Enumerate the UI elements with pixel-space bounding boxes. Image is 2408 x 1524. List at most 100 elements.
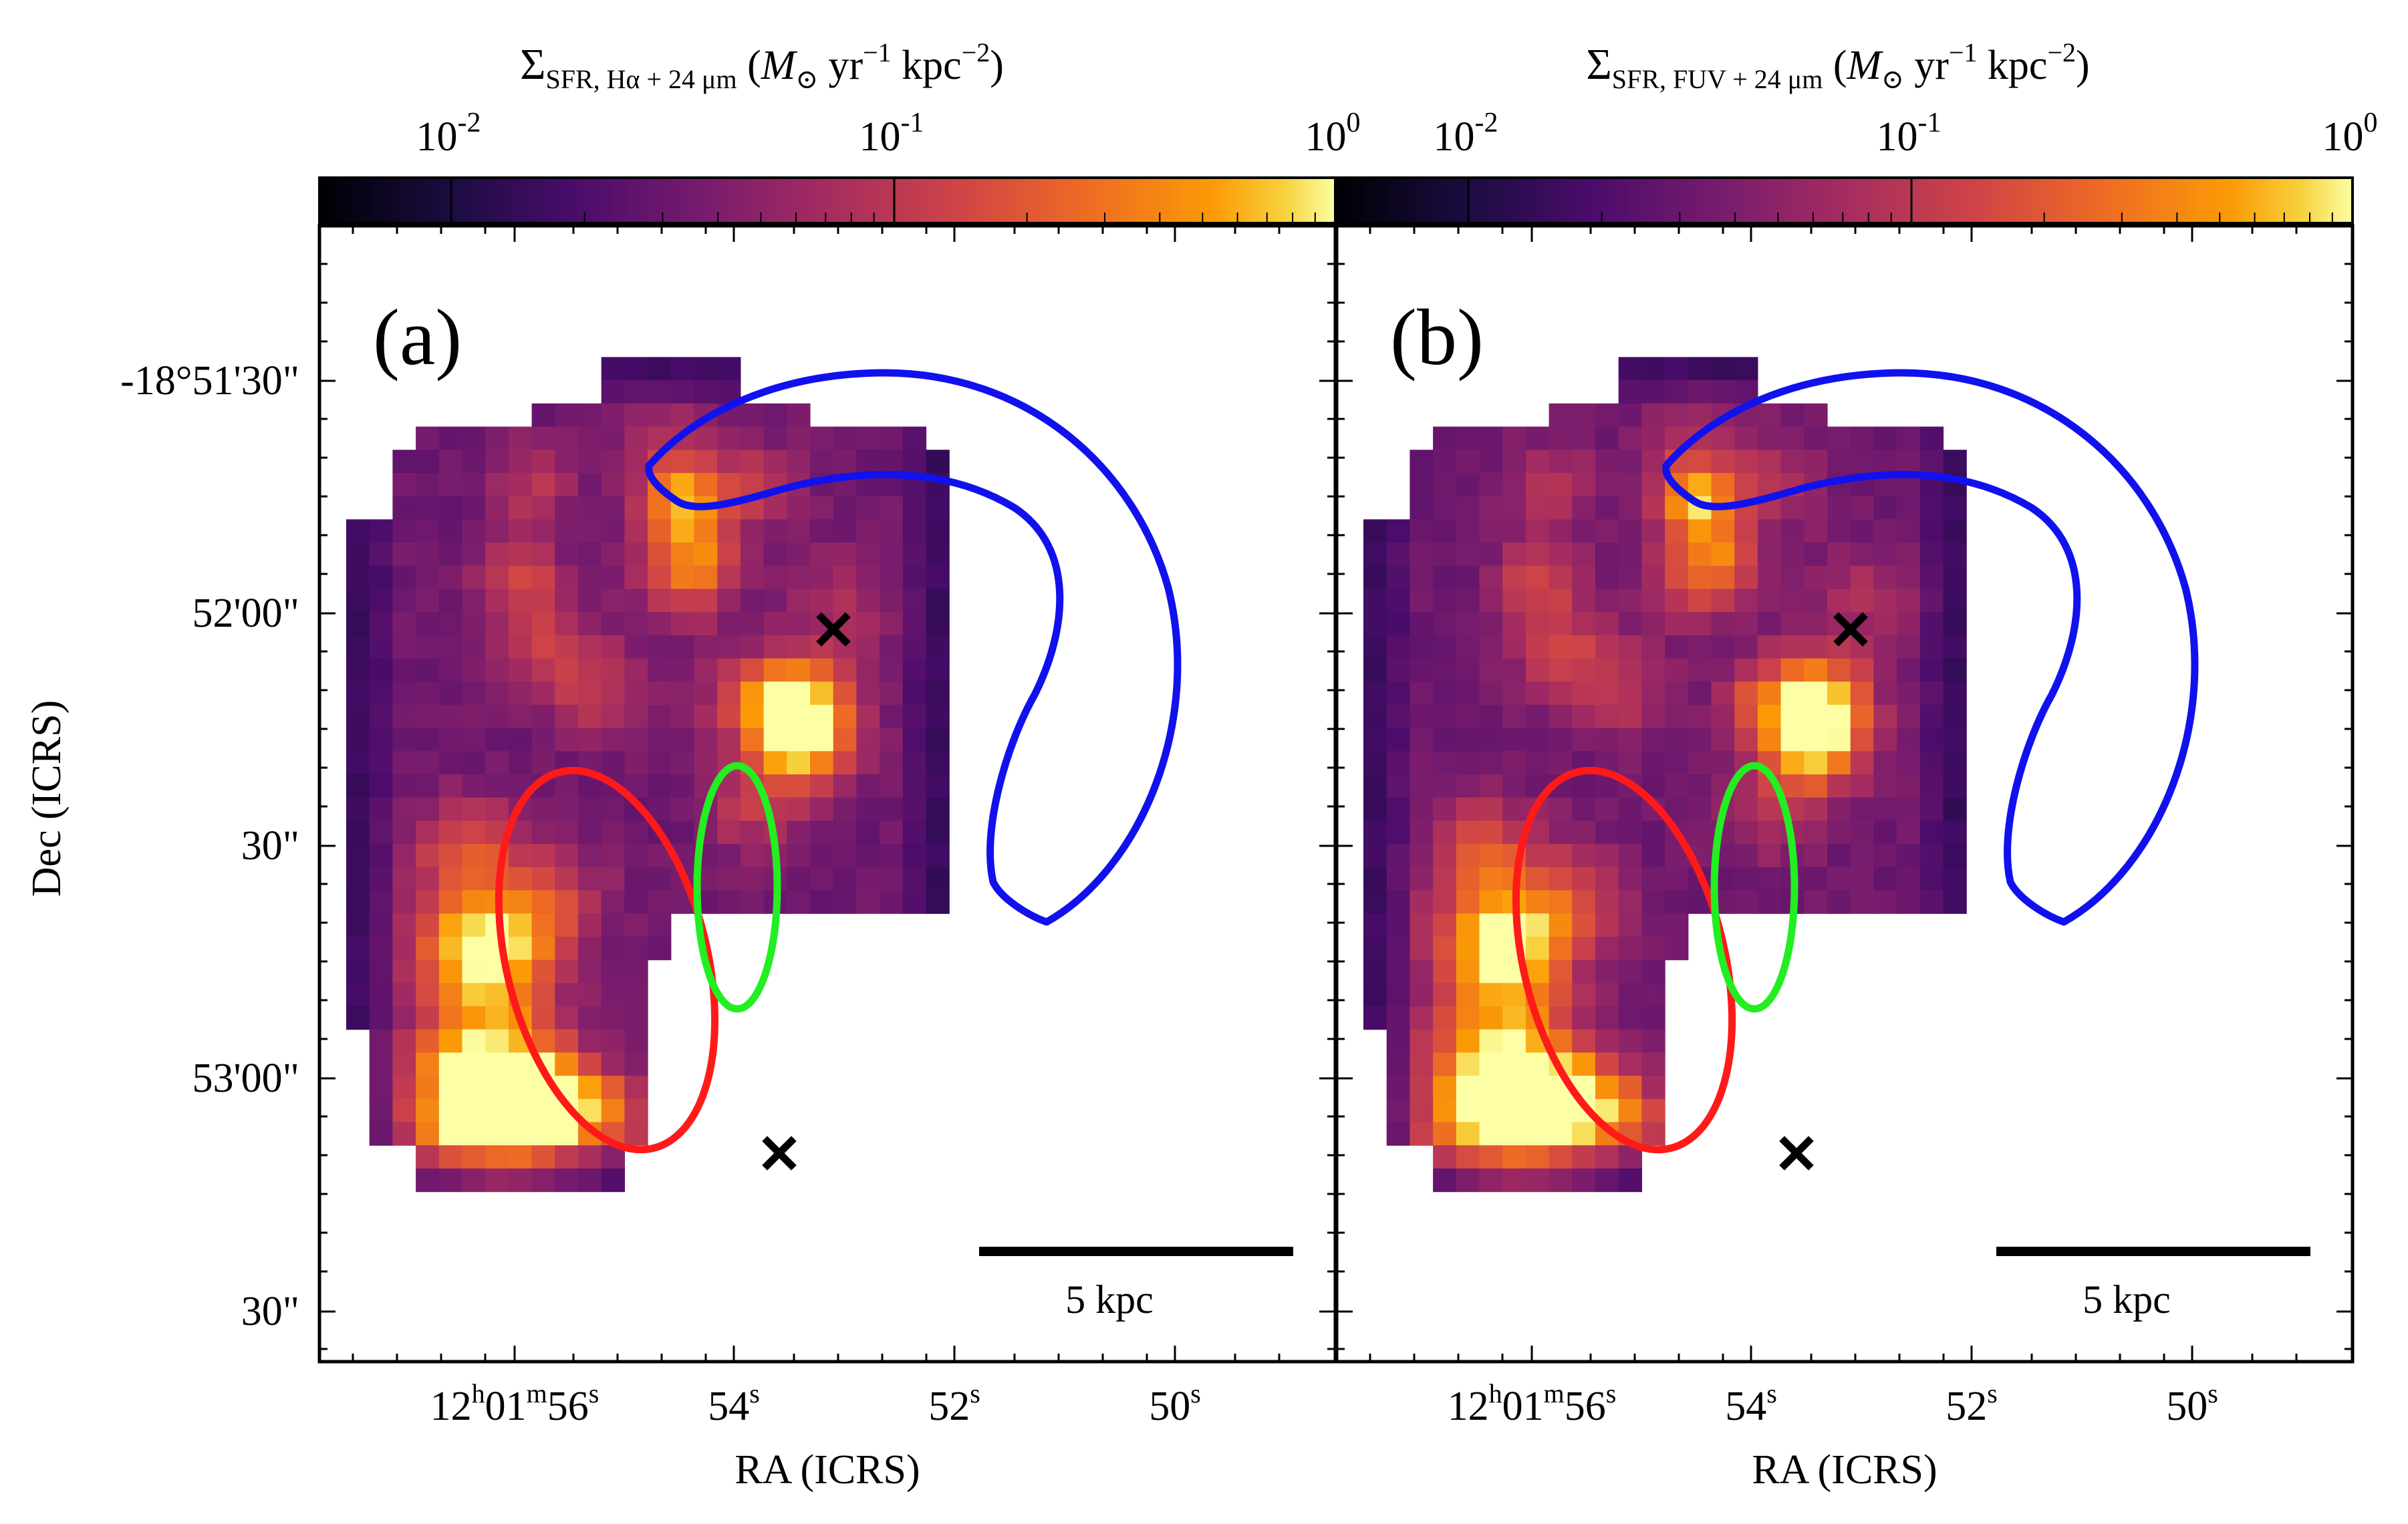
heatmap-cell: [1410, 890, 1434, 914]
heatmap-cell: [1873, 774, 1897, 798]
heatmap-cell: [670, 519, 695, 543]
heatmap-cell: [694, 612, 718, 636]
heatmap-cell: [1502, 426, 1526, 450]
heatmap-cell: [578, 496, 602, 520]
heatmap-cell: [462, 543, 486, 567]
heatmap-cell: [462, 519, 486, 543]
heatmap-cell: [856, 565, 880, 589]
heatmap-cell: [833, 681, 857, 706]
heatmap-cell: [578, 936, 602, 961]
heatmap-cell: [624, 635, 648, 659]
heatmap-cell: [1665, 565, 1689, 589]
heatmap-cell: [1595, 519, 1619, 543]
heatmap-cell: [1433, 1006, 1457, 1030]
heatmap-cell: [1665, 357, 1689, 381]
heatmap-cell: [810, 797, 834, 821]
heatmap-cell: [648, 681, 672, 706]
heatmap-cell: [1665, 380, 1689, 404]
heatmap-cell: [810, 658, 834, 682]
heatmap-cell: [1433, 612, 1457, 636]
heatmap-cell: [531, 472, 555, 497]
heatmap-cell: [1456, 890, 1480, 914]
heatmap-cell: [648, 774, 672, 798]
heatmap-cell: [1688, 612, 1712, 636]
heatmap-cell: [1410, 472, 1434, 497]
heatmap-cell: [833, 797, 857, 821]
heatmap-cell: [1919, 635, 1944, 659]
heatmap-cell: [1804, 658, 1828, 682]
heatmap-cell: [1433, 913, 1457, 937]
heatmap-cell: [1479, 1098, 1503, 1123]
heatmap-cell: [1595, 1029, 1619, 1053]
heatmap-cell: [670, 450, 695, 474]
heatmap-cell: [1433, 1052, 1457, 1076]
heatmap-cell: [531, 751, 555, 775]
heatmap-cell: [926, 890, 950, 914]
heatmap-cell: [416, 1098, 440, 1123]
heatmap-cell: [1827, 450, 1851, 474]
heatmap-cell: [648, 704, 672, 729]
heatmap-cell: [1780, 519, 1804, 543]
heatmap-cell: [346, 543, 370, 567]
heatmap-cell: [810, 751, 834, 775]
heatmap-cell: [462, 1122, 486, 1146]
heatmap-cell: [902, 543, 927, 567]
heatmap-cell: [531, 1006, 555, 1030]
heatmap-cell: [926, 704, 950, 729]
heatmap-cell: [1734, 658, 1758, 682]
heatmap-cell: [1618, 820, 1642, 845]
heatmap-cell: [392, 820, 416, 845]
heatmap-cell: [416, 936, 440, 961]
heatmap-cell: [578, 635, 602, 659]
heatmap-cell: [1479, 913, 1503, 937]
heatmap-cell: [1618, 658, 1642, 682]
heatmap-cell: [1456, 1168, 1480, 1193]
heatmap-cell: [578, 543, 602, 567]
heatmap-cell: [740, 589, 765, 613]
heatmap-cell: [1897, 704, 1921, 729]
heatmap-cell: [902, 681, 927, 706]
heatmap-cell: [1665, 890, 1689, 914]
heatmap-cell: [833, 496, 857, 520]
heatmap-cell: [624, 1076, 648, 1100]
heatmap-cell: [624, 658, 648, 682]
heatmap-cell: [1410, 844, 1434, 868]
heatmap-cell: [1386, 589, 1410, 613]
heatmap-cell: [416, 589, 440, 613]
heatmap-cell: [485, 1006, 509, 1030]
heatmap-cell: [485, 1029, 509, 1053]
heatmap-cell: [1433, 565, 1457, 589]
colorbar-title-b: ΣSFR, FUV + 24 μm (M⊙ yr−1 kpc−2): [1586, 37, 2089, 94]
heatmap-cell: [601, 1029, 625, 1053]
heatmap-cell: [787, 867, 811, 891]
heatmap-cell: [1363, 635, 1387, 659]
heatmap-cell: [531, 565, 555, 589]
heatmap-cell: [1525, 543, 1550, 567]
heatmap-cell: [508, 565, 533, 589]
heatmap-cell: [438, 751, 463, 775]
heatmap-cell: [880, 612, 904, 636]
scale-bar-a: 5 kpc: [979, 1247, 1293, 1322]
heatmap-cell: [1525, 728, 1550, 752]
heatmap-cell: [1919, 450, 1944, 474]
heatmap-cell: [1386, 1076, 1410, 1100]
heatmap-cell: [1897, 728, 1921, 752]
heatmap-cell: [1386, 913, 1410, 937]
heatmap-cell: [1827, 774, 1851, 798]
axis-ticks-a: [319, 226, 1335, 1362]
heatmap-cell: [1943, 565, 1967, 589]
heatmap-cell: [1873, 612, 1897, 636]
heatmap-cell: [1572, 565, 1596, 589]
heatmap-cell: [648, 728, 672, 752]
heatmap-cell: [1897, 867, 1921, 891]
heatmap-cell: [601, 1098, 625, 1123]
heatmap-cell: [346, 890, 370, 914]
heatmap-cell: [1943, 704, 1967, 729]
heatmap-cell: [902, 844, 927, 868]
heatmap-cell: [392, 890, 416, 914]
markers-a: [762, 612, 851, 1171]
heatmap-cell: [508, 936, 533, 961]
heatmap-cell: [416, 844, 440, 868]
heatmap-cell: [1734, 472, 1758, 497]
heatmap-cell: [438, 635, 463, 659]
